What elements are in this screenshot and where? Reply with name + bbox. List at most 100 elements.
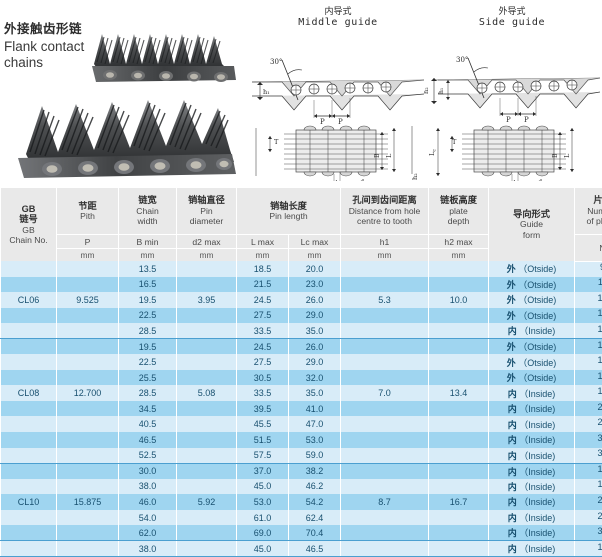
header-plate-depth: 链板高度 plate depth (429, 188, 489, 235)
cell-guide-form-en: （Otside) (516, 264, 557, 274)
cell-pitch (57, 448, 119, 464)
header-chain-no: GB 链号 GB Chain No. (1, 188, 57, 261)
cell-l-max: 24.5 (237, 339, 289, 355)
cell-pitch (57, 463, 119, 479)
header-chain-width-cn: 链宽 (119, 195, 176, 206)
cell-number-plaies-value: 19 (575, 324, 602, 334)
table-row: 16.521.523.0外 （Otside)1112.50.73 (1, 277, 602, 293)
cell-guide-form-cn: 内 (508, 467, 517, 477)
cell-chain-no (1, 432, 57, 448)
cell-pitch (57, 416, 119, 432)
cell-number-plaies: 23 (575, 401, 602, 417)
cell-pitch (57, 323, 119, 339)
product-title-en-line2: chains (4, 55, 43, 70)
cell-h2 (429, 308, 489, 324)
cell-l-max: 27.5 (237, 308, 289, 324)
header-guide-form-cn: 导向形式 (489, 209, 574, 220)
cell-guide-form-cn: 内 (508, 528, 517, 538)
cell-number-plaies: 15 (575, 463, 602, 479)
table-row: 30.037.038.2内 （Inside)1545.62.21 (1, 463, 602, 479)
cell-lc-max: 38.2 (289, 463, 341, 479)
cell-pin-diameter (177, 463, 237, 479)
cell-number-plaies-value: 19 (575, 386, 602, 396)
cell-pin-diameter (177, 323, 237, 339)
cell-chain-width: 40.5 (119, 416, 177, 432)
cell-guide-form: 内 （Inside) (489, 385, 575, 401)
diagram-middle-guide-title-en: Middle guide (252, 17, 424, 29)
cell-h2: 10.0 (429, 292, 489, 308)
cell-guide-form-en: （Inside) (517, 497, 556, 507)
table-row: 54.061.062.4内 （Inside)2784.73.99 (1, 510, 602, 526)
cell-guide-form-cn: 内 (508, 451, 517, 461)
header-pin-diameter-en1: Pin (200, 206, 212, 216)
cell-l-max: 24.5 (237, 292, 289, 308)
cell-guide-form-cn: 外 (507, 342, 516, 352)
cell-guide-form-cn: 外 (507, 264, 516, 274)
header-chain-width-en2: width (137, 216, 157, 226)
cell-number-plaies: 9 (575, 261, 602, 277)
cell-number-plaies: 31 (575, 525, 602, 541)
cell-guide-form: 内 （Inside) (489, 401, 575, 417)
cell-number-plaies-value: 35 (575, 448, 602, 458)
cell-pin-diameter (177, 448, 237, 464)
svg-text:h₁: h₁ (263, 88, 270, 96)
cell-l-max: 30.5 (237, 370, 289, 386)
product-title-en-line1: Flank contact (4, 39, 84, 54)
header-unit-h2: mm (429, 249, 489, 262)
cell-number-plaies: 19 (575, 385, 602, 401)
cell-h1 (341, 370, 429, 386)
cell-lc-max: 70.4 (289, 525, 341, 541)
cell-lc-max: 35.0 (289, 323, 341, 339)
cell-h2 (429, 463, 489, 479)
cell-guide-form: 外 （Otside) (489, 339, 575, 355)
label-angle-middle: 30° (270, 58, 282, 66)
header-chain-width-en1: Chain (136, 206, 158, 216)
header-sym-h1: h1 (341, 235, 429, 249)
cell-guide-form: 外 （Otside) (489, 354, 575, 370)
cell-chain-width: 28.5 (119, 385, 177, 401)
cell-chain-no (1, 308, 57, 324)
header-sym-n: N (575, 235, 602, 262)
cell-chain-no (1, 370, 57, 386)
cell-number-plaies-value: 13 (575, 293, 602, 303)
header-number-plaies: 片数 Number of plaies (575, 188, 602, 235)
cell-lc-max: 29.0 (289, 308, 341, 324)
cell-guide-form: 外 （Otside) (489, 292, 575, 308)
cell-guide-form-cn: 外 (507, 358, 516, 368)
cell-pin-diameter: 3.95 (177, 292, 237, 308)
cell-chain-width: 30.0 (119, 463, 177, 479)
cell-guide-form-en: （Inside) (517, 404, 556, 414)
cell-guide-form-en: （Inside) (517, 451, 556, 461)
header-number-plaies-en2: of plaies (587, 216, 602, 226)
diagram-middle-guide-title-cn: 内导式 (252, 6, 424, 17)
cell-guide-form-cn: 外 (507, 295, 516, 305)
cell-number-plaies: 31 (575, 432, 602, 448)
cell-number-plaies: 27 (575, 510, 602, 526)
cell-guide-form-en: （Otside) (516, 373, 557, 383)
diagram-middle-guide-drawing: 30° h₁ P P h₂ T B L d₂ (252, 29, 424, 181)
cell-pin-diameter (177, 370, 237, 386)
svg-text:L: L (563, 153, 571, 158)
cell-l-max: 51.5 (237, 432, 289, 448)
cell-guide-form: 内 （Inside) (489, 525, 575, 541)
cell-h1 (341, 277, 429, 293)
product-photo-large (8, 92, 240, 182)
cell-l-max: 33.5 (237, 385, 289, 401)
cell-h2 (429, 323, 489, 339)
cell-h1 (341, 354, 429, 370)
cell-pitch (57, 510, 119, 526)
cell-pin-diameter (177, 401, 237, 417)
svg-text:d₂: d₂ (538, 178, 545, 181)
cell-guide-form: 内 （Inside) (489, 494, 575, 510)
table-row: 28.533.535.0内 （Inside)1922.51.26 (1, 323, 602, 339)
cell-guide-form: 外 （Otside) (489, 261, 575, 277)
cell-number-plaies-value: 19 (575, 542, 602, 552)
table-row: 19.524.526.0外 （Otside)1323.41.15 (1, 339, 602, 355)
cell-guide-form-en: （Otside) (516, 342, 557, 352)
cell-number-plaies-value: 27 (575, 511, 602, 521)
cell-pin-diameter (177, 525, 237, 541)
header-hole-distance-cn: 孔间到齿间距离 (341, 195, 428, 206)
header-sym-h2: h2 max (429, 235, 489, 249)
